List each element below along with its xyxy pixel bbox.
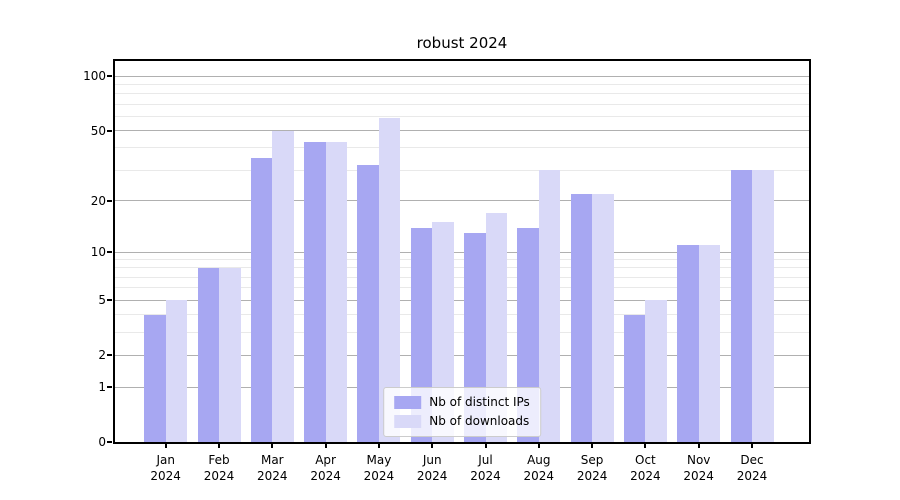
x-tick-mark-nov [697, 444, 700, 448]
x-tick-mark-aug [537, 444, 540, 448]
bar-distinct-ips-may [357, 165, 379, 442]
bar-distinct-ips-nov [677, 245, 699, 442]
y-tick-label-10: 10 [90, 245, 106, 260]
y-tick-mark-1 [107, 386, 112, 389]
gridline-major-5 [115, 299, 809, 301]
chart-title: robust 2024 [416, 34, 508, 52]
gridline-major-10 [115, 251, 809, 253]
bar-distinct-ips-jan [144, 314, 166, 442]
y-tick-label-5: 5 [98, 293, 106, 308]
bar-downloads-jul [485, 213, 507, 442]
bar-downloads-sep [592, 193, 614, 442]
gridline-major-50 [115, 130, 809, 132]
gridline-minor-8 [115, 267, 809, 269]
bar-downloads-feb [219, 267, 241, 442]
x-tick-label-jul: Jul 2024 [470, 453, 501, 483]
bar-downloads-aug [538, 170, 561, 442]
bar-downloads-may [378, 117, 401, 442]
legend-row-distinct-ips: Nb of distinct IPs [394, 395, 530, 410]
y-tick-mark-100 [107, 75, 112, 78]
gridline-minor-3 [115, 331, 809, 333]
x-tick-label-nov: Nov 2024 [683, 453, 714, 483]
x-tick-label-apr: Apr 2024 [310, 453, 341, 483]
x-tick-mark-may [377, 444, 380, 448]
y-tick-mark-5 [107, 299, 112, 302]
bar-downloads-dec [752, 170, 774, 442]
x-tick-mark-mar [271, 444, 274, 448]
x-tick-label-feb: Feb 2024 [203, 453, 235, 483]
x-tick-mark-oct [644, 444, 647, 448]
bar-downloads-apr [325, 142, 348, 442]
x-tick-label-sep: Sep 2024 [576, 453, 608, 483]
gridline-minor-9 [115, 259, 809, 261]
legend-row-downloads: Nb of downloads [394, 414, 530, 429]
y-tick-mark-50 [107, 129, 112, 132]
legend-label-distinct-ips: Nb of distinct IPs [429, 395, 530, 409]
x-tick-mark-jan [164, 444, 167, 448]
bar-downloads-nov [698, 245, 721, 442]
x-tick-label-mar: Mar 2024 [257, 453, 288, 483]
x-tick-label-jun: Jun 2024 [416, 453, 448, 483]
x-tick-label-may: May 2024 [363, 453, 395, 483]
y-tick-mark-10 [107, 251, 112, 254]
legend: Nb of distinct IPs Nb of downloads [383, 387, 541, 437]
bar-distinct-ips-sep [570, 193, 593, 442]
gridline-minor-30 [115, 169, 809, 171]
y-tick-label-50: 50 [90, 123, 106, 138]
gridline-major-2 [115, 354, 809, 356]
y-tick-label-20: 20 [90, 193, 106, 208]
legend-swatch-distinct-ips [394, 396, 422, 409]
y-tick-label-2: 2 [98, 347, 106, 362]
x-tick-mark-feb [218, 444, 220, 448]
gridline-minor-60 [115, 115, 809, 117]
x-tick-mark-jun [431, 444, 434, 448]
x-tick-label-jan: Jan 2024 [150, 453, 181, 483]
x-tick-mark-sep [591, 444, 594, 448]
gridline-minor-40 [115, 147, 809, 149]
bar-downloads-jan [165, 300, 188, 442]
gridline-major-20 [115, 200, 809, 202]
bar-distinct-ips-oct [623, 314, 646, 442]
x-tick-mark-dec [751, 444, 753, 448]
bar-distinct-ips-apr [304, 142, 326, 442]
legend-label-downloads: Nb of downloads [429, 414, 530, 428]
x-tick-mark-apr [324, 444, 327, 448]
x-tick-label-oct: Oct 2024 [630, 453, 661, 483]
bar-downloads-mar [272, 130, 294, 442]
x-tick-label-aug: Aug 2024 [523, 453, 555, 483]
y-tick-mark-20 [107, 199, 112, 202]
gridline-minor-7 [115, 276, 809, 278]
gridline-minor-70 [115, 103, 809, 105]
gridline-minor-90 [115, 84, 809, 86]
gridline-minor-6 [115, 287, 809, 289]
bar-distinct-ips-mar [250, 158, 273, 442]
y-tick-label-0: 0 [98, 435, 106, 449]
plot-area: Nb of distinct IPs Nb of downloads [113, 59, 811, 444]
bar-distinct-ips-dec [730, 170, 752, 442]
y-tick-label-100: 100 [83, 69, 106, 84]
bar-distinct-ips-feb [197, 267, 219, 442]
y-tick-label-1: 1 [98, 380, 106, 395]
x-tick-mark-jul [484, 444, 487, 448]
bar-downloads-oct [645, 300, 667, 442]
gridline-major-100 [115, 75, 809, 77]
gridline-minor-80 [115, 93, 809, 95]
y-tick-mark-2 [107, 353, 112, 356]
y-tick-mark-0 [107, 441, 112, 443]
x-tick-label-dec: Dec 2024 [736, 453, 768, 483]
legend-swatch-downloads [394, 415, 422, 428]
gridline-minor-4 [115, 314, 809, 316]
